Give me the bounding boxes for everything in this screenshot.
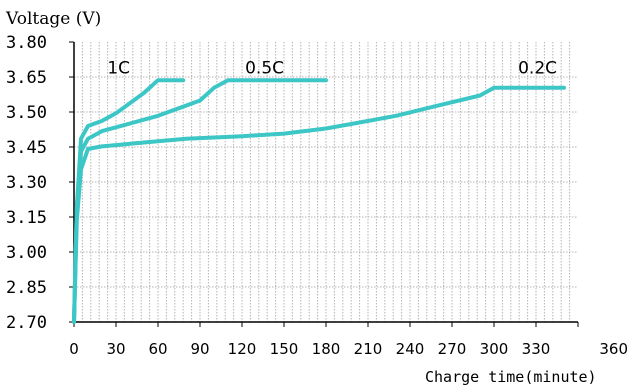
y-tick-label: 3.50 [6, 103, 47, 123]
series-label-2: 0.2C [518, 59, 557, 79]
y-tick-label: 3.30 [6, 173, 47, 193]
x-tick-label: 60 [148, 340, 167, 358]
grid [74, 42, 578, 322]
x-tick-label: 90 [190, 340, 209, 358]
x-tick-label: 300 [480, 340, 509, 358]
series-label-0: 1C [107, 59, 130, 79]
y-tick-label: 2.70 [6, 313, 47, 333]
series-line-1 [72, 78, 328, 324]
y-tick-label: 3.65 [6, 68, 47, 88]
series-labels: 1C 0.5C 0.2C [107, 59, 557, 79]
x-tick-label: 210 [354, 340, 383, 358]
y-tick-label: 2.85 [6, 278, 47, 298]
x-tick-label: 150 [270, 340, 299, 358]
x-tick-label: 120 [228, 340, 257, 358]
series-label-1: 0.5C [245, 59, 284, 79]
x-tick-label: 180 [312, 340, 341, 358]
x-axis-title: Charge time(minute) [425, 368, 597, 386]
y-tick-label: 3.15 [6, 208, 47, 228]
y-tick-label: 3.00 [6, 243, 47, 263]
x-tick-label: 30 [106, 340, 125, 358]
y-axis-title: Voltage (V) [5, 9, 101, 29]
x-tick-label: 330 [522, 340, 551, 358]
x-tick-label: 360 [599, 340, 628, 358]
series-line-2 [72, 85, 566, 324]
axis-ticks: 3.80 3.65 3.50 3.45 3.30 3.15 3.00 2.85 2.70 0 30 6… [6, 33, 628, 358]
x-tick-label: 240 [396, 340, 425, 358]
x-tick-label: 0 [69, 340, 79, 358]
y-tick-label: 3.80 [6, 33, 47, 53]
y-tick-label: 3.45 [6, 138, 47, 158]
x-tick-label: 270 [438, 340, 467, 358]
series-lines [72, 78, 566, 324]
